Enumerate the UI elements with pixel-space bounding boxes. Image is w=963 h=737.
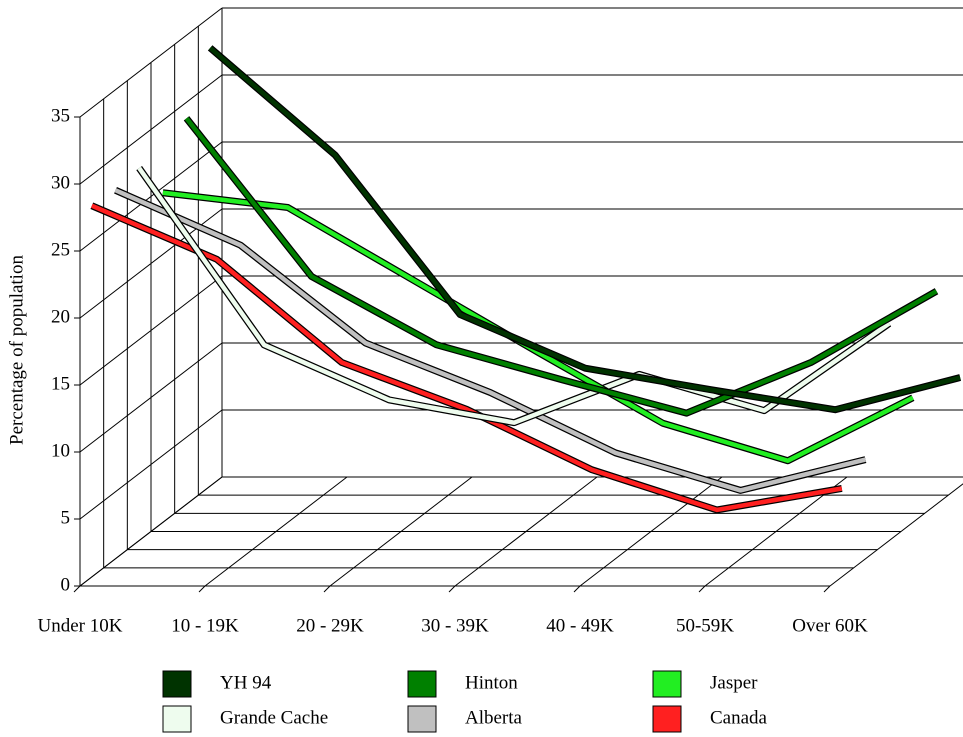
x-tick-label: 20 - 29K bbox=[296, 615, 364, 636]
floor-line bbox=[454, 476, 598, 587]
series-line-outline bbox=[90, 202, 843, 514]
y-tick-label: 35 bbox=[51, 105, 70, 126]
legend-label: Alberta bbox=[465, 707, 523, 728]
y-tick-label: 20 bbox=[51, 306, 70, 327]
legend-label: Jasper bbox=[710, 672, 758, 693]
floor-line bbox=[829, 483, 963, 587]
y-tick-label: 15 bbox=[51, 373, 70, 394]
legend-swatch bbox=[162, 705, 192, 733]
x-tick-label: 10 - 19K bbox=[171, 615, 239, 636]
x-tick-label: 40 - 49K bbox=[546, 615, 614, 636]
x-tick-label: Under 10K bbox=[38, 615, 123, 636]
legend-label: Canada bbox=[710, 707, 768, 728]
tick-mark bbox=[573, 585, 581, 593]
legend-label: Grande Cache bbox=[220, 707, 328, 728]
y-tick-label: 25 bbox=[51, 239, 70, 260]
x-tick-label: 30 - 39K bbox=[421, 615, 489, 636]
series-line-outline bbox=[114, 187, 867, 494]
tick-mark bbox=[823, 585, 831, 593]
y-tick-label: 30 bbox=[51, 172, 70, 193]
floor-line bbox=[204, 476, 348, 587]
floor-line bbox=[79, 476, 223, 587]
series-line bbox=[114, 188, 867, 493]
tick-mark bbox=[323, 585, 331, 593]
series-line bbox=[184, 116, 938, 416]
series-line bbox=[90, 203, 843, 513]
series-line bbox=[162, 190, 914, 464]
tick-mark bbox=[448, 585, 456, 593]
tick-mark bbox=[698, 585, 706, 593]
legend-label: YH 94 bbox=[220, 672, 272, 693]
y-tick-label: 5 bbox=[61, 507, 71, 528]
y-axis-label: Percentage of population bbox=[6, 255, 27, 445]
legend-swatch bbox=[652, 705, 682, 733]
legend-label: Hinton bbox=[465, 672, 518, 693]
legend-swatch bbox=[162, 670, 192, 698]
tick-mark bbox=[73, 585, 81, 593]
legend-swatch bbox=[652, 670, 682, 698]
series-line bbox=[208, 46, 961, 412]
series-line bbox=[137, 166, 891, 425]
legend-swatch bbox=[407, 705, 437, 733]
legend-swatch bbox=[407, 670, 437, 698]
floor-line bbox=[329, 476, 473, 587]
floor-line bbox=[579, 476, 723, 587]
tick-mark bbox=[198, 585, 206, 593]
y-tick-label: 0 bbox=[61, 574, 71, 595]
x-tick-label: Over 60K bbox=[792, 615, 868, 636]
x-tick-label: 50-59K bbox=[676, 615, 734, 636]
y-tick-label: 10 bbox=[51, 440, 70, 461]
